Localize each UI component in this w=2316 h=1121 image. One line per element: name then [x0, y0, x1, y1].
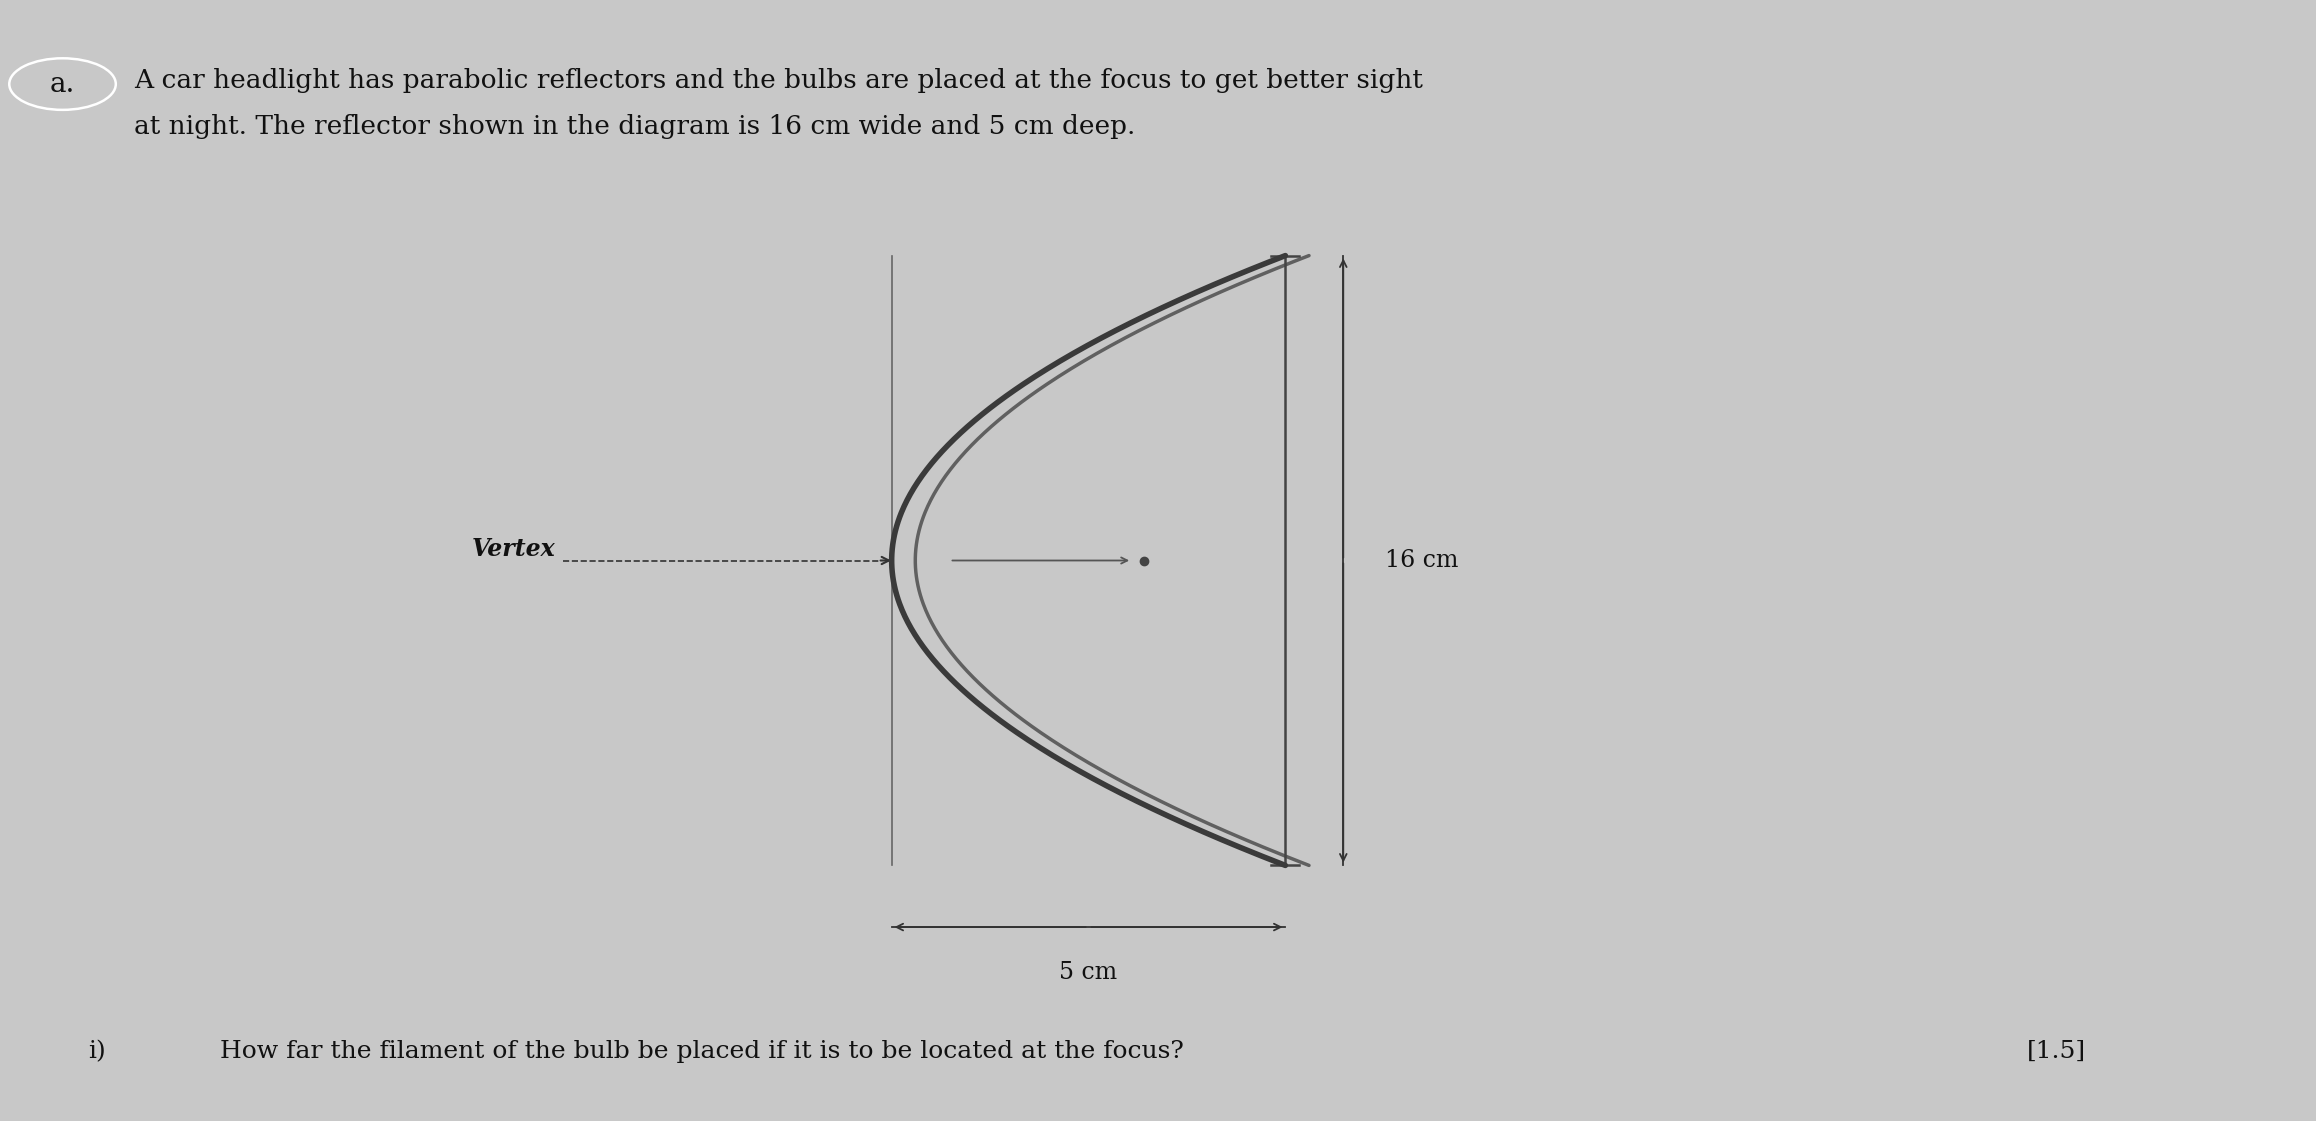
Text: A car headlight has parabolic reflectors and the bulbs are placed at the focus t: A car headlight has parabolic reflectors…: [134, 68, 1424, 93]
Text: i): i): [88, 1040, 107, 1063]
Text: Vertex: Vertex: [472, 537, 556, 562]
Text: 16 cm: 16 cm: [1385, 549, 1459, 572]
Text: at night. The reflector shown in the diagram is 16 cm wide and 5 cm deep.: at night. The reflector shown in the dia…: [134, 114, 1135, 139]
Text: a.: a.: [51, 71, 74, 98]
Text: How far the filament of the bulb be placed if it is to be located at the focus?: How far the filament of the bulb be plac…: [220, 1040, 1183, 1063]
Text: [1.5]: [1.5]: [2026, 1040, 2087, 1063]
Text: 5 cm: 5 cm: [1058, 961, 1119, 984]
